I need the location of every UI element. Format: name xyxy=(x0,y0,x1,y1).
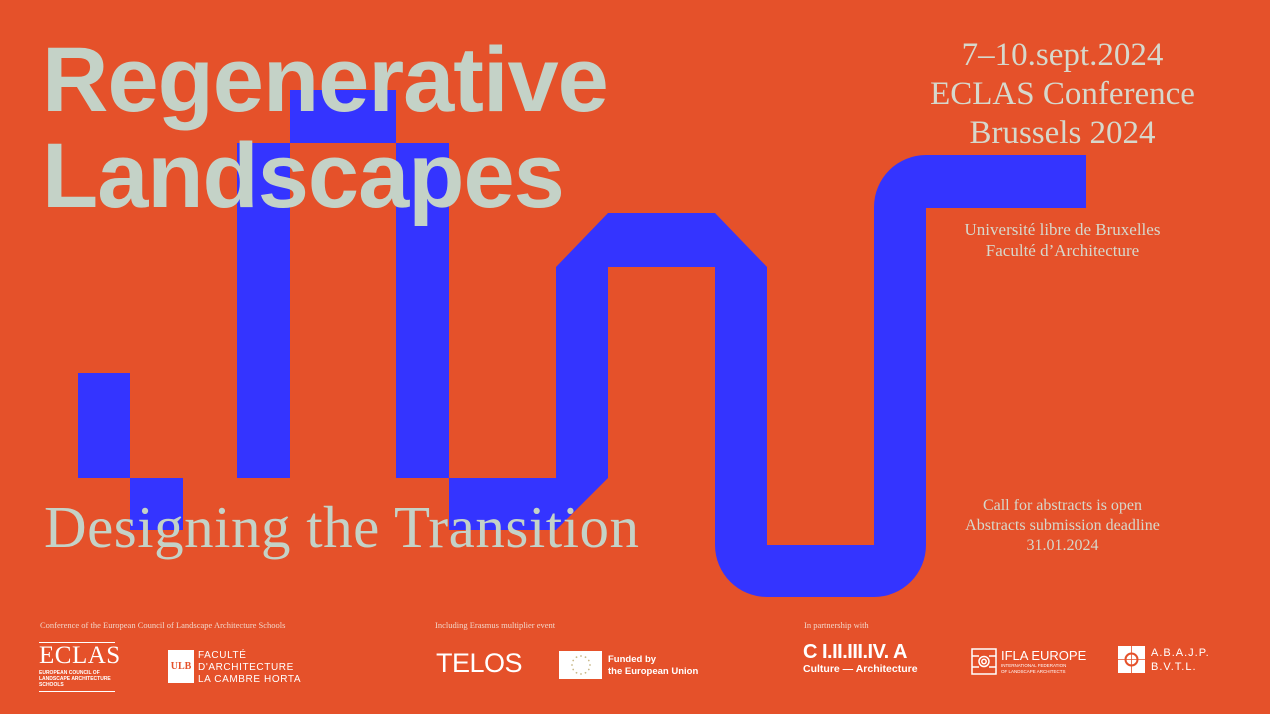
eu-line-1: Funded by xyxy=(608,654,657,665)
ifla-logo-text: IFLA EUROPE INTERNATIONAL FEDERATION OF … xyxy=(1001,648,1086,674)
call-line-1: Call for abstracts is open xyxy=(982,497,1143,514)
call-deadline: 31.01.2024 xyxy=(1026,537,1099,554)
ifla-name: IFLA EUROPE xyxy=(1001,648,1087,663)
subtitle: Designing the Transition xyxy=(44,494,640,560)
ulb-logo-mark: ULB xyxy=(168,650,194,683)
event-place: Brussels 2024 xyxy=(969,115,1156,151)
abajp-emblem-icon xyxy=(1118,646,1145,673)
event-name: ECLAS Conference xyxy=(930,76,1195,112)
event-info: 7–10.sept.2024 ECLAS Conference Brussels… xyxy=(880,36,1245,153)
abajp-line-2: B.V.T.L. xyxy=(1151,661,1197,673)
shape-top-block xyxy=(290,90,396,143)
title-line-1: Regenerative xyxy=(42,29,609,131)
title-line-2: Landscapes xyxy=(42,125,565,227)
civa-name: C I.II.III.IV. A xyxy=(803,641,907,663)
caption-erasmus: Including Erasmus multiplier event xyxy=(435,620,556,630)
eclas-sub-2: LANDSCAPE ARCHITECTURE xyxy=(39,676,111,682)
host-line-1: Université libre de Bruxelles xyxy=(964,220,1161,239)
eclas-sub-3: SCHOOLS xyxy=(39,682,64,688)
shape-column-b xyxy=(396,143,449,478)
abajp-line-1: A.B.A.J.P. xyxy=(1151,647,1210,659)
shape-square-2 xyxy=(130,478,183,530)
shape-column-a xyxy=(237,143,290,478)
telos-logo: TELOS xyxy=(436,648,523,678)
ulb-line-2: D'ARCHITECTURE xyxy=(198,662,294,673)
ulb-line-3: LA CAMBRE HORTA xyxy=(198,674,302,685)
eclas-logo-name: ECLAS xyxy=(39,642,121,669)
civa-sub: Culture — Architecture xyxy=(803,663,918,675)
call-info: Call for abstracts is open Abstracts sub… xyxy=(900,496,1225,556)
eu-funding-text: Funded by the European Union xyxy=(608,654,698,678)
eu-line-2: the European Union xyxy=(608,666,699,677)
shape-square-1 xyxy=(78,373,130,478)
ifla-emblem-icon xyxy=(971,648,997,680)
ulb-line-1: FACULTÉ xyxy=(198,650,247,661)
eclas-logo: ECLAS EUROPEAN COUNCIL OF LANDSCAPE ARCH… xyxy=(39,642,121,692)
caption-conference: Conference of the European Council of La… xyxy=(40,620,286,630)
caption-partnership: In partnership with xyxy=(804,620,869,630)
call-line-2: Abstracts submission deadline xyxy=(965,517,1160,534)
eclas-sub-1: EUROPEAN COUNCIL OF xyxy=(39,670,100,676)
host-info: Université libre de Bruxelles Faculté d’… xyxy=(900,219,1225,261)
eu-flag-icon xyxy=(559,651,602,679)
shape-snake xyxy=(449,155,1086,597)
ulb-logo-text: FACULTÉ D'ARCHITECTURE LA CAMBRE HORTA xyxy=(198,650,301,686)
ifla-sub-2: OF LANDSCAPE ARCHITECTS xyxy=(1001,668,1066,674)
host-line-2: Faculté d’Architecture xyxy=(985,241,1140,260)
ifla-sub-1: INTERNATIONAL FEDERATION xyxy=(1001,663,1067,668)
civa-logo: C I.II.III.IV. A Culture — Architecture xyxy=(803,641,918,675)
abajp-logo-text: A.B.A.J.P. B.V.T.L. xyxy=(1151,646,1210,674)
event-dates: 7–10.sept.2024 xyxy=(961,37,1164,73)
